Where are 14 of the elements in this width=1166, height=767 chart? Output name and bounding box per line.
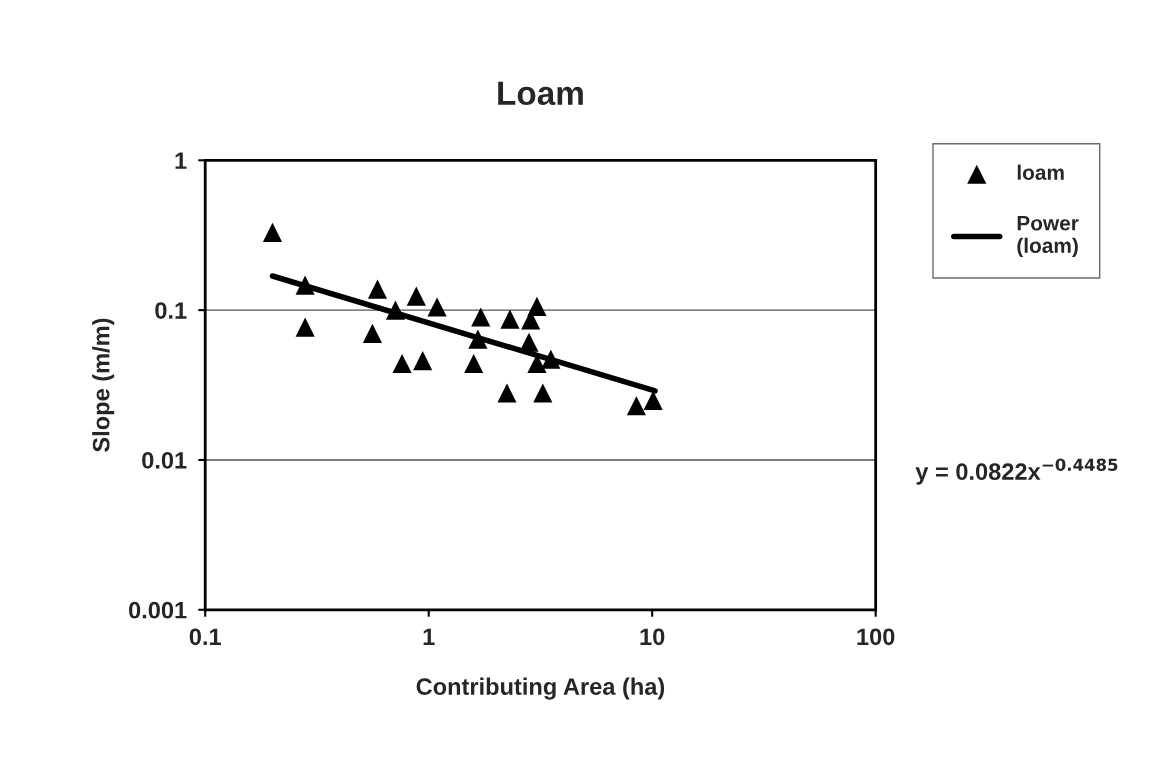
- legend-label: loam: [1017, 164, 1064, 180]
- chart-title: Loam: [498, 81, 583, 106]
- y-tick-label: 0.1: [155, 302, 187, 319]
- x-tick-label: 0.1: [189, 628, 221, 646]
- x-tick-label: 10: [640, 628, 665, 646]
- x-tick-label: 100: [857, 628, 895, 646]
- y-axis-title: Slope (m/m): [92, 318, 115, 452]
- y-tick-label: 0.01: [142, 452, 187, 469]
- x-axis-title: Contributing Area (ha): [416, 677, 665, 700]
- text: y = 0.0822x$^{−0.4485}$: [915, 458, 1118, 485]
- x-tick-label: 1: [423, 628, 435, 645]
- legend-label: Power (loam): [1017, 216, 1079, 258]
- y-tick-label: 1: [175, 152, 187, 169]
- y-tick-label: 0.001: [129, 601, 187, 619]
